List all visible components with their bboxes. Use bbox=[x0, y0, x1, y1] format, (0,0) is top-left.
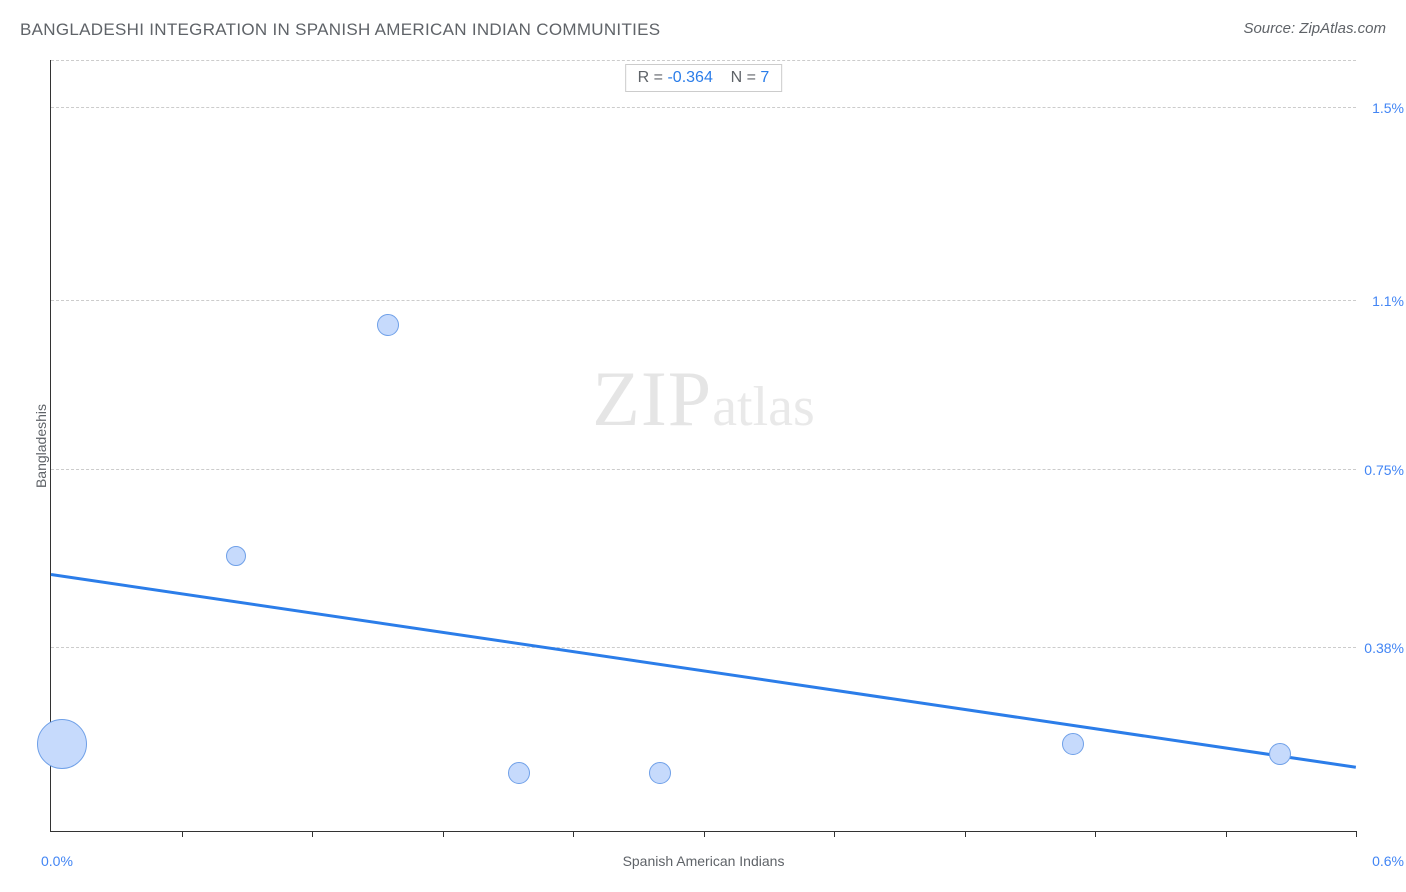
stats-box: R = -0.364 N = 7 bbox=[625, 64, 783, 92]
data-point bbox=[377, 314, 399, 336]
scatter-chart: ZIPatlas Bangladeshis Spanish American I… bbox=[50, 60, 1356, 832]
data-point bbox=[508, 762, 530, 784]
watermark: ZIPatlas bbox=[592, 354, 815, 444]
y-tick-label: 1.5% bbox=[1372, 100, 1404, 116]
data-point bbox=[649, 762, 671, 784]
data-point bbox=[226, 546, 246, 566]
data-point bbox=[1062, 733, 1084, 755]
r-value: -0.364 bbox=[667, 69, 712, 86]
n-label: N = bbox=[731, 69, 756, 86]
y-axis-label: Bangladeshis bbox=[33, 403, 49, 487]
gridline bbox=[51, 469, 1356, 470]
x-tick bbox=[965, 831, 966, 837]
gridline bbox=[51, 60, 1356, 61]
x-tick bbox=[834, 831, 835, 837]
x-tick bbox=[1356, 831, 1357, 837]
x-max-label: 0.6% bbox=[1372, 853, 1404, 869]
r-label: R = bbox=[638, 69, 663, 86]
chart-header: BANGLADESHI INTEGRATION IN SPANISH AMERI… bbox=[20, 20, 1386, 50]
x-tick bbox=[182, 831, 183, 837]
x-tick bbox=[1226, 831, 1227, 837]
gridline bbox=[51, 300, 1356, 301]
gridline bbox=[51, 107, 1356, 108]
x-tick bbox=[443, 831, 444, 837]
y-tick-label: 0.75% bbox=[1364, 462, 1404, 478]
x-min-label: 0.0% bbox=[41, 853, 73, 869]
x-tick bbox=[1095, 831, 1096, 837]
x-axis-label: Spanish American Indians bbox=[623, 853, 785, 869]
y-tick-label: 1.1% bbox=[1372, 293, 1404, 309]
x-tick bbox=[573, 831, 574, 837]
trend-line bbox=[51, 573, 1356, 769]
data-point bbox=[37, 719, 87, 769]
source-label: Source: ZipAtlas.com bbox=[1243, 20, 1386, 37]
x-tick bbox=[704, 831, 705, 837]
data-point bbox=[1269, 743, 1291, 765]
y-tick-label: 0.38% bbox=[1364, 640, 1404, 656]
n-value: 7 bbox=[760, 69, 769, 86]
gridline bbox=[51, 647, 1356, 648]
x-tick bbox=[312, 831, 313, 837]
chart-title: BANGLADESHI INTEGRATION IN SPANISH AMERI… bbox=[20, 20, 660, 39]
